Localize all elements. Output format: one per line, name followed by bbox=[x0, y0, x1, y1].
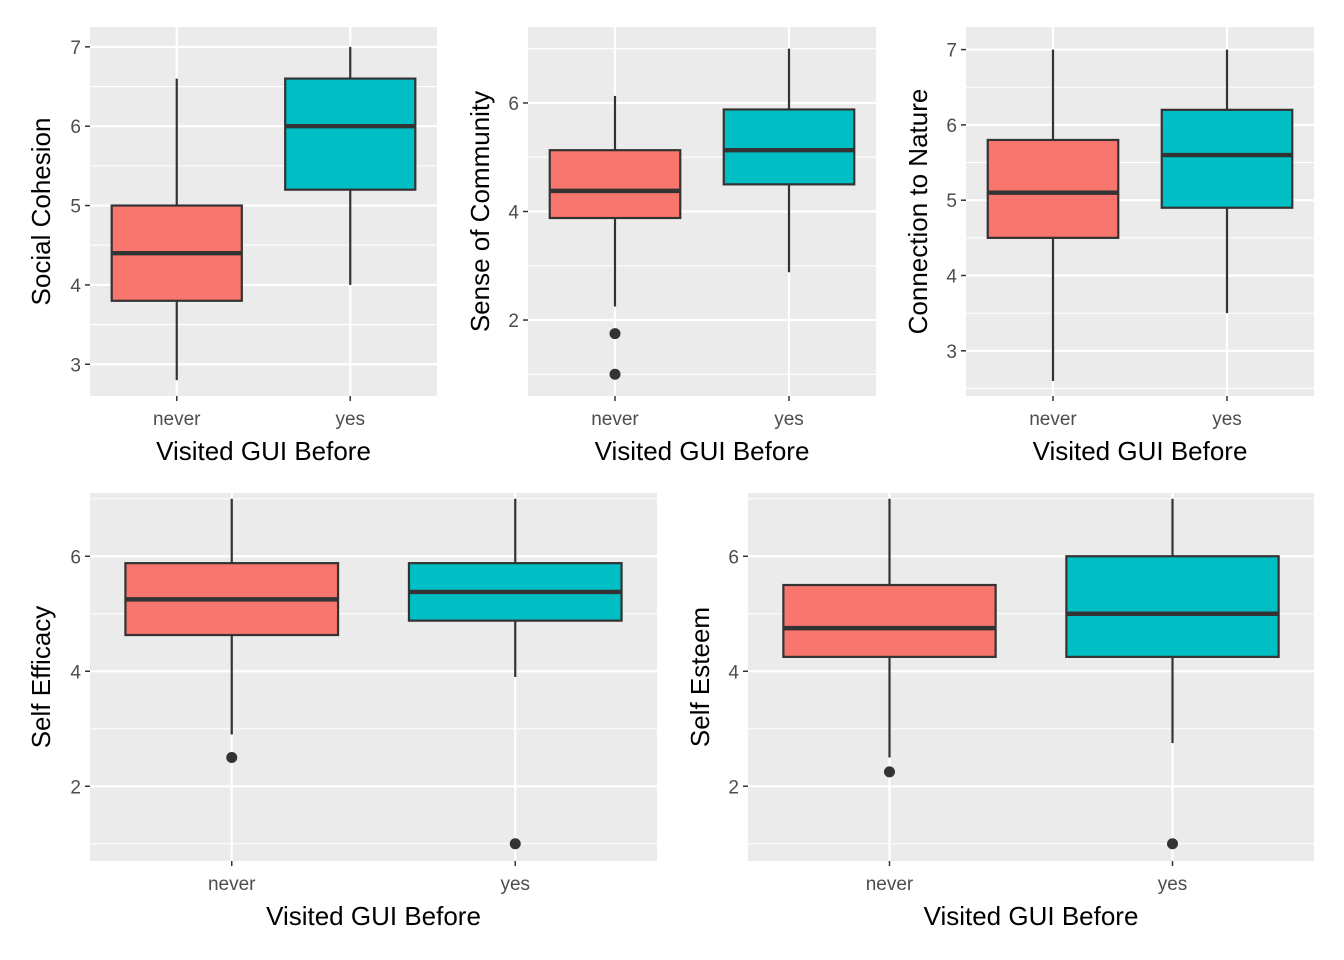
x-tick-label: yes bbox=[1212, 409, 1242, 430]
outlier-point bbox=[884, 766, 895, 778]
box-never bbox=[782, 498, 997, 778]
box-yes bbox=[407, 498, 623, 850]
x-tick-label: never bbox=[153, 409, 201, 430]
y-tick-label: 4 bbox=[946, 267, 957, 288]
y-tick-label: 4 bbox=[728, 662, 739, 683]
box-never bbox=[110, 78, 243, 381]
y-tick-label: 7 bbox=[946, 41, 957, 62]
outlier-point bbox=[609, 368, 621, 380]
x-axis-title: Visited GUI Before bbox=[266, 901, 481, 931]
y-tick-label: 5 bbox=[946, 191, 957, 212]
y-tick-label: 6 bbox=[70, 547, 81, 568]
y-tick-label: 4 bbox=[70, 662, 81, 683]
y-tick-label: 3 bbox=[70, 355, 81, 376]
y-tick-label: 6 bbox=[946, 116, 957, 137]
box-iqr bbox=[782, 583, 997, 658]
box-iqr bbox=[1065, 555, 1280, 658]
x-tick-label: never bbox=[866, 874, 914, 895]
box-never bbox=[548, 95, 682, 380]
panel-background bbox=[748, 493, 1314, 861]
y-axis-title: Self Esteem bbox=[685, 607, 715, 747]
box-iqr bbox=[722, 108, 856, 186]
outlier-point bbox=[1167, 838, 1178, 850]
y-tick-label: 4 bbox=[70, 276, 81, 297]
box-iqr bbox=[1160, 108, 1294, 209]
box-yes bbox=[1065, 498, 1280, 850]
y-tick-label: 5 bbox=[70, 197, 81, 218]
y-tick-label: 6 bbox=[728, 547, 739, 568]
y-axis-title: Sense of Community bbox=[465, 91, 495, 332]
x-tick-label: yes bbox=[1158, 874, 1188, 895]
y-tick-label: 2 bbox=[70, 777, 81, 798]
y-tick-label: 3 bbox=[946, 342, 957, 363]
y-axis-title: Connection to Nature bbox=[903, 89, 933, 335]
panel-sense-of-community: 2 4 6 never yes Visited GUI Before Sense of Co… bbox=[465, 27, 876, 466]
panel-background bbox=[90, 493, 657, 861]
x-axis-title: Visited GUI Before bbox=[156, 436, 371, 466]
x-tick-label: never bbox=[1029, 409, 1077, 430]
y-tick-label: 6 bbox=[70, 117, 81, 138]
x-tick-label: never bbox=[591, 409, 639, 430]
box-never bbox=[986, 49, 1120, 381]
y-tick-label: 4 bbox=[508, 203, 519, 224]
box-yes bbox=[1160, 49, 1294, 314]
outlier-point bbox=[609, 328, 621, 340]
y-axis-title: Self Efficacy bbox=[26, 606, 56, 749]
x-axis-title: Visited GUI Before bbox=[1033, 436, 1248, 466]
box-iqr bbox=[548, 149, 682, 220]
box-yes bbox=[722, 48, 856, 273]
y-tick-label: 2 bbox=[508, 311, 519, 332]
y-axis-title: Social Cohesion bbox=[26, 118, 56, 306]
panel-social-cohesion: 3 4 5 6 7 never yes Visited GUI Before Social Co… bbox=[26, 27, 437, 466]
x-tick-label: yes bbox=[500, 874, 530, 895]
box-never bbox=[124, 498, 340, 763]
y-tick-label: 6 bbox=[508, 94, 519, 115]
y-tick-label: 2 bbox=[728, 777, 739, 798]
x-axis-title: Visited GUI Before bbox=[595, 436, 810, 466]
x-axis-title: Visited GUI Before bbox=[924, 901, 1139, 931]
panel-connection-to-nature: 3 4 5 6 7 never yes Visited GUI Before Connectio… bbox=[903, 27, 1314, 466]
x-tick-label: never bbox=[208, 874, 256, 895]
y-tick-label: 7 bbox=[70, 38, 81, 59]
panel-self-efficacy: 2 4 6 never yes Visited GUI Before Self Effica… bbox=[26, 493, 657, 931]
box-iqr bbox=[986, 138, 1120, 239]
x-tick-label: yes bbox=[774, 409, 804, 430]
box-yes bbox=[284, 46, 417, 285]
panel-self-esteem: 2 4 6 never yes Visited GUI Before Self Esteem bbox=[685, 493, 1314, 931]
x-tick-label: yes bbox=[335, 409, 365, 430]
outlier-point bbox=[226, 752, 238, 763]
box-iqr bbox=[284, 77, 417, 191]
outlier-point bbox=[509, 838, 521, 850]
